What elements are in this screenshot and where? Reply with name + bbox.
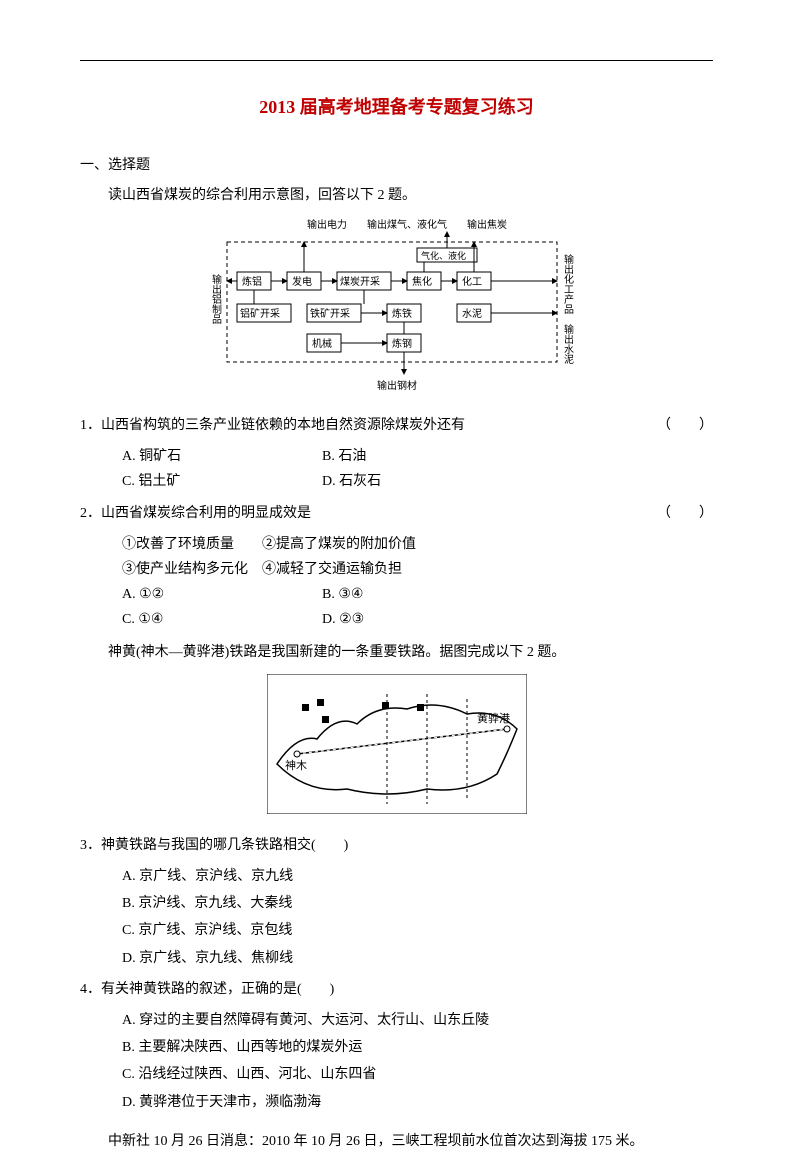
d1-jiaohua: 焦化 <box>412 275 432 288</box>
q2-paren: （ ） <box>657 501 713 526</box>
q1-stem-row: 1．山西省构筑的三条产业链依赖的本地自然资源除煤炭外还有 （ ） <box>80 413 713 438</box>
q3-stem: 3．神黄铁路与我国的哪几条铁路相交( ) <box>80 833 713 858</box>
section-heading: 一、选择题 <box>80 153 713 178</box>
q3-opt-d: D. 京广线、京九线、焦柳线 <box>122 946 713 971</box>
d1-shuini: 水泥 <box>462 307 482 320</box>
q2-opts-row1: A. ①② B. ③④ <box>122 582 713 607</box>
q1-paren: （ ） <box>657 413 713 438</box>
q4-opt-c: C. 沿线经过陕西、山西、河北、山东四省 <box>122 1062 713 1087</box>
d1-lianlv: 炼铝 <box>242 275 262 288</box>
q4-opt-d: D. 黄骅港位于天津市，濒临渤海 <box>122 1090 713 1115</box>
q1-stem: 1．山西省构筑的三条产业链依赖的本地自然资源除煤炭外还有 <box>80 413 465 438</box>
d1-jixie: 机械 <box>312 337 332 350</box>
q4-stem: 4．有关神黄铁路的叙述，正确的是( ) <box>80 977 713 1002</box>
d1-liantie: 炼铁 <box>392 307 412 320</box>
diagram-map: 神木 黄骅港 <box>80 674 713 823</box>
q2-opt-c: C. ①④ <box>122 607 322 632</box>
q2-opt-d: D. ②③ <box>322 607 522 632</box>
q2-sub1: ①改善了环境质量 ②提高了煤炭的附加价值 <box>122 532 713 557</box>
intro-text-2: 神黄(神木—黄骅港)铁路是我国新建的一条重要铁路。据图完成以下 2 题。 <box>80 640 713 665</box>
q3-opt-a: A. 京广线、京沪线、京九线 <box>122 864 713 889</box>
q3-opts: A. 京广线、京沪线、京九线 B. 京沪线、京九线、大秦线 C. 京广线、京沪线… <box>122 864 713 971</box>
d1-tiekuang: 铁矿开采 <box>310 307 350 320</box>
q3-opt-b: B. 京沪线、京九线、大秦线 <box>122 891 713 916</box>
d1-left: 输出铝制品 <box>209 273 221 325</box>
q2-opt-b: B. ③④ <box>322 582 522 607</box>
q1-opts-row1: A. 铜矿石 B. 石油 <box>122 444 713 469</box>
diagram-coal-flow: 输出电力 输出煤气、液化气 输出焦炭 输出化工产品 输出水泥 输出铝制品 气化、… <box>80 214 713 403</box>
top-rule <box>80 60 713 61</box>
q1-opts-row2: C. 铝土矿 D. 石灰石 <box>122 469 713 494</box>
d1-qihua: 气化、液化 <box>421 250 466 261</box>
d1-top2: 输出煤气、液化气 <box>367 218 447 231</box>
q1-opt-a: A. 铜矿石 <box>122 444 322 469</box>
d1-fadian: 发电 <box>292 275 312 288</box>
d1-meitan: 煤炭开采 <box>340 275 380 288</box>
d1-top3: 输出焦炭 <box>467 218 507 231</box>
d1-right2: 输出水泥 <box>561 323 573 365</box>
q2-stem-row: 2．山西省煤炭综合利用的明显成效是 （ ） <box>80 501 713 526</box>
q1-opt-b: B. 石油 <box>322 444 522 469</box>
q1-opt-d: D. 石灰石 <box>322 469 522 494</box>
intro-text-1: 读山西省煤炭的综合利用示意图，回答以下 2 题。 <box>80 183 713 208</box>
footer-passage: 中新社 10 月 26 日消息：2010 年 10 月 26 日，三峡工程坝前水… <box>80 1129 713 1154</box>
d1-lvkuang: 铝矿开采 <box>240 307 280 320</box>
d1-top1: 输出电力 <box>307 218 347 231</box>
d1-liangang: 炼钢 <box>392 337 412 350</box>
q1-opt-c: C. 铝土矿 <box>122 469 322 494</box>
map-huanghua: 黄骅港 <box>477 711 510 725</box>
d1-huagong: 化工 <box>462 275 482 288</box>
q2-opt-a: A. ①② <box>122 582 322 607</box>
q2-stem: 2．山西省煤炭综合利用的明显成效是 <box>80 501 311 526</box>
q2-opts-row2: C. ①④ D. ②③ <box>122 607 713 632</box>
map-shenmu: 神木 <box>285 758 307 772</box>
q4-opt-a: A. 穿过的主要自然障碍有黄河、大运河、太行山、山东丘陵 <box>122 1008 713 1033</box>
d1-right1: 输出化工产品 <box>561 253 573 315</box>
q3-opt-c: C. 京广线、京沪线、京包线 <box>122 918 713 943</box>
page-title: 2013 届高考地理备考专题复习练习 <box>80 91 713 123</box>
q4-opt-b: B. 主要解决陕西、山西等地的煤炭外运 <box>122 1035 713 1060</box>
d1-bottom: 输出钢材 <box>377 379 417 392</box>
q2-sub2: ③使产业结构多元化 ④减轻了交通运输负担 <box>122 557 713 582</box>
q4-opts: A. 穿过的主要自然障碍有黄河、大运河、太行山、山东丘陵 B. 主要解决陕西、山… <box>122 1008 713 1115</box>
